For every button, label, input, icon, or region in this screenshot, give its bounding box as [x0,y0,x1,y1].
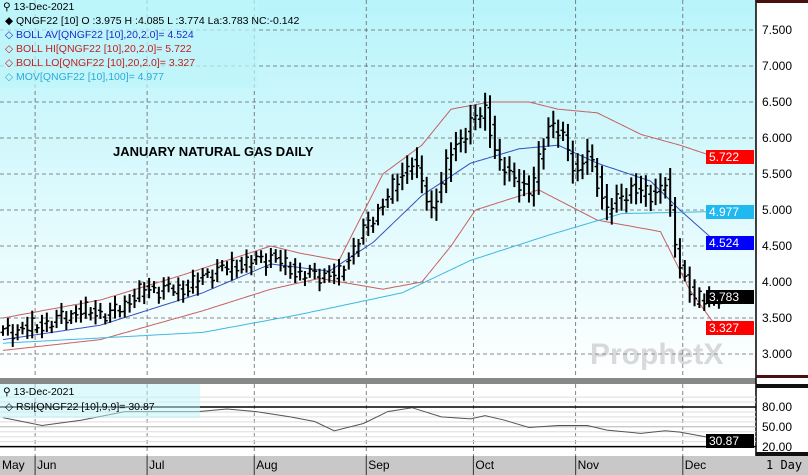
legend-mov-text: MOV[QNGF22 [10],100]= 4.977 [16,71,164,83]
price-tick-label: 7.000 [762,59,793,73]
month-label: May [2,458,25,472]
diamond-icon: ◇ [5,71,14,83]
price-tick-label: 6.500 [762,95,793,109]
diamond-icon: ◇ [5,401,14,413]
diamond-icon: ◇ [5,29,14,41]
legend-boll-av-text: BOLL AV[QNGF22 [10],20,2.0]= 4.524 [16,29,194,41]
diamond-icon: ◇ [5,57,14,69]
line-mov-100 [2,210,719,344]
legend-boll-av[interactable]: ◇ BOLL AV[QNGF22 [10],20,2.0]= 4.524 [5,28,194,42]
badge-mov: 4.977 [706,205,754,219]
price-tick-label: 4.500 [762,239,793,253]
legend-boll-lo-text: BOLL LO[QNGF22 [10],20,2.0]= 3.327 [16,57,196,69]
month-label: Dec [684,458,707,472]
diamond-filled-icon: ◆ [5,15,14,27]
legend-boll-lo[interactable]: ◇ BOLL LO[QNGF22 [10],20,2.0]= 3.327 [5,56,195,70]
rsi-legend-box [0,384,200,418]
axis-top-bar [756,0,808,3]
rsi-legend[interactable]: ◇ RSI[QNGF22 [10],9,9]= 30.87 [5,400,155,414]
watermark-logo: ProphetX [590,338,724,371]
price-tick-label: 5.500 [762,167,793,181]
axis-bottom-bar [756,375,808,378]
line-boll-hi [2,101,720,319]
price-tick-label: 3.000 [762,347,793,361]
legend-boll-hi[interactable]: ◇ BOLL HI[QNGF22 [10],20,2.0]= 5.722 [5,42,192,56]
price-tick-label: 7.500 [762,23,793,37]
line-boll-av [2,144,720,341]
zoom-icon[interactable]: ⚲ [3,386,11,398]
month-label: Oct [475,458,495,472]
rsi-legend-date-text: 13-Dec-2021 [13,386,75,398]
rsi-tick-label: 80.00 [762,400,793,414]
pane-divider[interactable] [0,378,808,384]
rsi-legend-date: ⚲ 13-Dec-2021 [3,385,74,399]
legend-date: ⚲ 13-Dec-2021 [3,0,74,14]
price-tick-label: 4.000 [762,275,793,289]
legend-price-text: QNGF22 [10] O :3.975 H :4.085 L :3.774 L… [16,15,300,27]
month-label: Jun [37,458,57,472]
badge-last-price: 3.783 [706,290,754,304]
month-label: Nov [577,458,599,472]
month-label: Jul [149,458,165,472]
price-tick-label: 3.500 [762,311,793,325]
rsi-tick-label: 50.00 [762,419,793,434]
legend-price[interactable]: ◆ QNGF22 [10] O :3.975 H :4.085 L :3.774… [5,14,299,28]
badge-boll-hi: 5.722 [706,150,754,164]
rsi-legend-text: RSI[QNGF22 [10],9,9]= 30.87 [16,401,155,413]
badge-boll-lo: 3.327 [706,321,754,335]
interval-label[interactable]: 1 Day [766,458,803,472]
legend-boll-hi-text: BOLL HI[QNGF22 [10],20,2.0]= 5.722 [16,43,192,55]
rsi-tick-label: 20.00 [762,439,793,454]
chart-title: JANUARY NATURAL GAS DAILY [113,144,314,159]
badge-boll-av: 4.524 [706,236,754,250]
badge-rsi: 30.87 [706,434,754,448]
price-axis[interactable] [756,0,808,456]
rsi-axis-top-bar [756,384,808,388]
rsi-axis-bottom-bar [756,452,808,456]
time-axis[interactable] [0,456,808,475]
price-tick-label: 6.000 [762,131,793,145]
legend-mov[interactable]: ◇ MOV[QNGF22 [10],100]= 4.977 [5,70,164,84]
price-tick-label: 5.000 [762,203,793,217]
month-label: Aug [256,458,278,472]
legend-date-text: 13-Dec-2021 [13,1,75,13]
month-label: Sep [368,458,390,472]
legend-box [0,0,258,88]
diamond-icon: ◇ [5,43,14,55]
zoom-icon[interactable]: ⚲ [3,1,11,13]
